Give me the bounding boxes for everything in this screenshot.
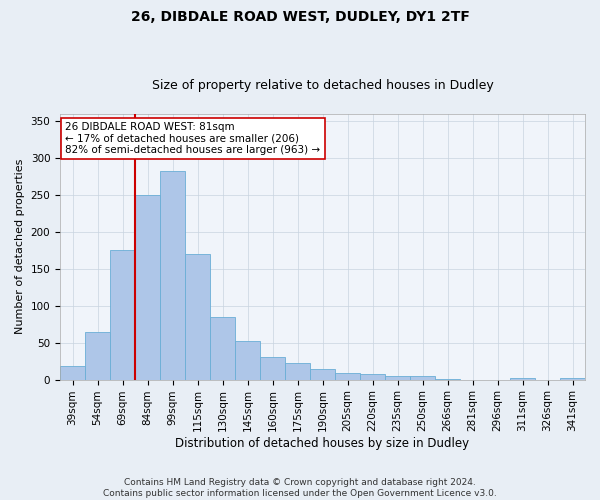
Text: 26 DIBDALE ROAD WEST: 81sqm
← 17% of detached houses are smaller (206)
82% of se: 26 DIBDALE ROAD WEST: 81sqm ← 17% of det… bbox=[65, 122, 320, 155]
Bar bbox=[185, 254, 210, 380]
Bar bbox=[435, 379, 460, 380]
Text: 26, DIBDALE ROAD WEST, DUDLEY, DY1 2TF: 26, DIBDALE ROAD WEST, DUDLEY, DY1 2TF bbox=[131, 10, 469, 24]
Bar bbox=[235, 341, 260, 380]
Bar bbox=[260, 358, 285, 380]
Bar bbox=[360, 374, 385, 380]
Bar bbox=[160, 171, 185, 380]
Text: Contains HM Land Registry data © Crown copyright and database right 2024.
Contai: Contains HM Land Registry data © Crown c… bbox=[103, 478, 497, 498]
Bar bbox=[560, 378, 585, 380]
Bar bbox=[310, 370, 335, 380]
Bar bbox=[335, 373, 360, 380]
Bar bbox=[110, 250, 135, 380]
X-axis label: Distribution of detached houses by size in Dudley: Distribution of detached houses by size … bbox=[175, 437, 470, 450]
Bar bbox=[60, 366, 85, 380]
Bar bbox=[285, 364, 310, 380]
Y-axis label: Number of detached properties: Number of detached properties bbox=[15, 159, 25, 334]
Bar bbox=[85, 332, 110, 380]
Bar bbox=[410, 376, 435, 380]
Title: Size of property relative to detached houses in Dudley: Size of property relative to detached ho… bbox=[152, 79, 493, 92]
Bar bbox=[510, 378, 535, 380]
Bar bbox=[385, 376, 410, 380]
Bar bbox=[135, 195, 160, 380]
Bar bbox=[210, 317, 235, 380]
